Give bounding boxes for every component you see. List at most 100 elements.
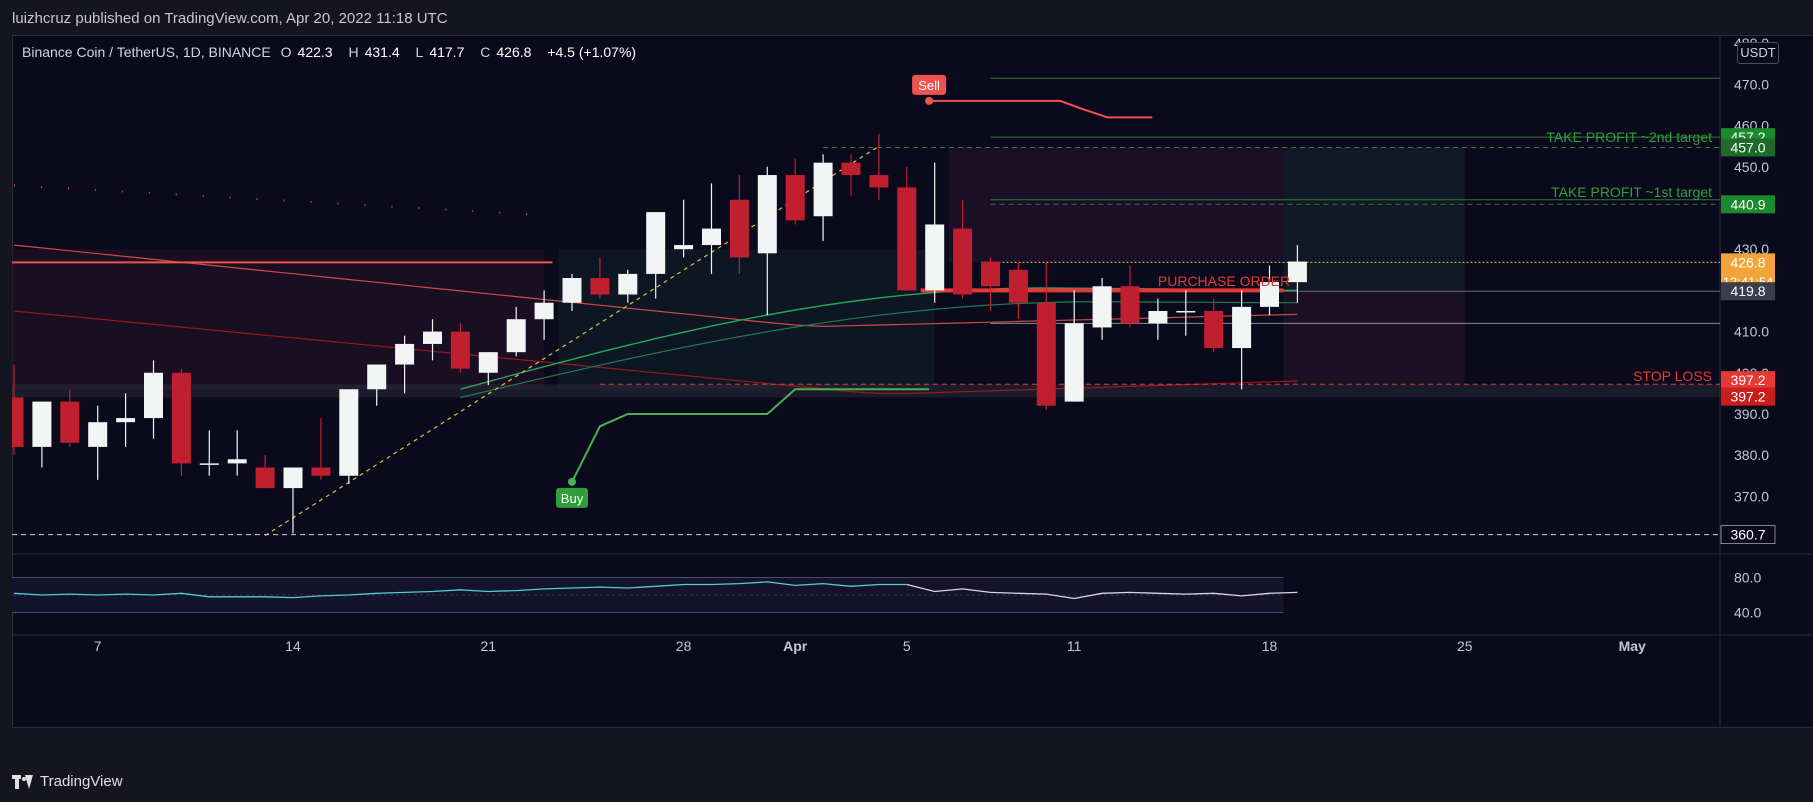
candle-body [1260,282,1279,307]
candle-body [1176,310,1196,313]
candle-body [1120,286,1140,324]
take-profit-zone [1283,147,1465,291]
candle [423,319,442,361]
change-value: +4.5 (+1.07%) [547,44,637,60]
candle [311,418,331,480]
currency-unit-button[interactable]: USDT [1737,42,1779,64]
candle-body [1064,323,1084,402]
symbol-legend: Binance Coin / TetherUS, 1D, BINANCE O 42… [22,44,642,60]
oscillator-tick-label: 40.0 [1734,605,1761,621]
candle-body [395,343,415,365]
candle-body [227,459,247,464]
price-label-text: 360.7 [1730,527,1765,543]
price-label: 457.0 [1721,138,1775,157]
candle [32,401,52,468]
time-tick-label: 7 [94,638,102,654]
buy-marker-label: Buy [561,491,584,506]
time-tick-label: 11 [1067,638,1082,654]
candle [12,364,24,456]
publish-header: luizhcruz published on TradingView.com, … [12,10,448,27]
candle-body [12,397,24,447]
symbol-name: Binance Coin / TetherUS, 1D, BINANCE [22,44,271,60]
close-value: 426.8 [496,44,532,60]
sell-marker-dot [925,96,934,105]
open-label: O [280,44,292,60]
time-tick-label: May [1619,638,1646,654]
candle-body [367,364,387,390]
candle-body [311,467,331,476]
candle-body [925,224,945,291]
candle-body [897,187,917,291]
time-tick-label: 21 [481,638,497,654]
support-band [12,384,1720,398]
price-label: 440.9 [1721,195,1775,214]
candle [1036,261,1056,410]
candle-body [813,162,833,217]
candle [590,257,610,299]
buy-marker-dot [568,477,576,486]
stop-loss-annotation: STOP LOSS [1633,368,1712,384]
time-tick-label: 28 [676,638,692,654]
candle-body [171,372,191,464]
candle [60,389,80,447]
price-label-text: 440.9 [1730,196,1765,212]
candle [1008,261,1028,320]
candle [1064,290,1084,402]
candle-body [981,261,1000,287]
time-tick-label: 18 [1262,638,1278,654]
candle-body [199,463,219,465]
candle-body [283,467,303,489]
moving-average-red-fast [13,244,1298,328]
candle-body [729,199,749,258]
candle [255,455,275,489]
candle [953,199,973,299]
candle [1287,245,1307,303]
candle-body [841,162,861,176]
candle [757,166,777,316]
tradingview-logo-icon [12,775,34,789]
price-tick-label: 390.0 [1734,406,1769,422]
candle-body [1092,286,1112,328]
candle-body [88,422,108,447]
price-label-text: 419.8 [1730,283,1765,299]
candle [869,133,889,200]
price-label-box [1721,195,1775,214]
candle-body [757,175,777,254]
candle-body [590,278,610,295]
sell-trailing-line [929,99,1153,119]
candle [450,323,470,373]
candle [925,162,945,303]
high-value: 431.4 [364,44,400,60]
take-profit-1-annotation: TAKE PROFIT ~1st target [1551,184,1712,200]
candle-body [339,389,359,476]
candle-body [32,401,52,447]
oscillator-tick-label: 80.0 [1734,570,1761,586]
price-label-box [1721,371,1775,390]
footer-brand: TradingView [12,770,123,794]
candle [283,467,303,534]
price-label-box [1721,138,1775,157]
price-tick-label: 450.0 [1734,159,1769,175]
candlestick-chart[interactable]: 370.0380.0390.0400.0410.0430.0440.0450.0… [12,35,1812,726]
time-tick-label: 5 [903,638,911,654]
candle [227,430,247,476]
buy-trailing-line [571,388,930,483]
candle-body [562,278,582,303]
candle-body [1148,310,1168,324]
candle-body [674,245,694,250]
price-tick-label: 470.0 [1734,76,1769,92]
candle [981,257,1000,311]
take-profit-2-annotation: TAKE PROFIT ~2nd target [1546,129,1712,145]
candle-body [1232,306,1252,349]
candle [171,368,191,476]
sell-marker-label: Sell [918,78,940,93]
price-label-box [1720,525,1776,544]
time-tick-label: Apr [783,638,808,654]
candle [367,364,387,406]
candle [1176,290,1196,336]
buy-marker-box [556,487,588,508]
candle-body [144,372,163,419]
candle-body [116,418,136,423]
candle [1204,298,1224,353]
price-label-text: 426.8 [1730,254,1765,270]
